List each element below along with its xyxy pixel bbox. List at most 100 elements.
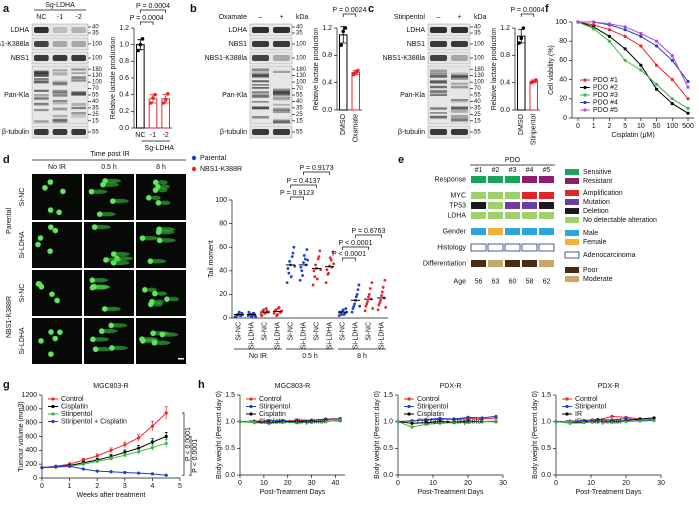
band — [273, 41, 290, 47]
legend-label: PDO #3 — [593, 92, 618, 99]
significance-bracket — [520, 13, 535, 17]
y-tick-label: 200 — [25, 461, 37, 468]
data-point — [670, 102, 674, 106]
data-point — [286, 267, 290, 270]
band — [34, 27, 49, 33]
band — [451, 76, 468, 80]
x-tick-label: -2 — [163, 132, 169, 139]
kda-label: 55 — [474, 130, 481, 136]
data-point — [109, 448, 113, 452]
comet-head — [100, 181, 106, 188]
data-point — [639, 68, 643, 72]
bar — [351, 71, 360, 111]
data-point — [410, 425, 414, 429]
comet-head — [152, 179, 159, 186]
y-tick-label: 800 — [25, 420, 37, 427]
series-line — [556, 417, 655, 423]
legend-label: Resistant — [583, 178, 612, 185]
comet-head — [159, 331, 166, 338]
x-tick-label: Si-LDHA — [378, 322, 385, 350]
legend-marker — [565, 404, 569, 409]
band — [430, 81, 447, 84]
x-tick-label: Si-NC — [287, 322, 294, 341]
heatmap-cell — [539, 176, 554, 183]
heatmap-cell — [521, 243, 538, 252]
x-tick-label: 4 — [150, 483, 154, 490]
data-point — [686, 106, 690, 110]
band — [430, 107, 447, 110]
kda-label: 40 — [92, 25, 99, 31]
comet-head — [98, 328, 105, 334]
kda-label: 25 — [474, 112, 481, 118]
comet-head — [152, 290, 158, 297]
data-point — [344, 307, 348, 310]
heatmap-title: PDO — [505, 157, 521, 164]
heatmap-row-label: Response — [434, 176, 466, 183]
band — [52, 129, 68, 135]
grid-row-label: Si-NC — [19, 188, 26, 207]
kda-label: 35 — [474, 105, 481, 111]
data-point — [234, 315, 238, 319]
data-point — [341, 308, 345, 312]
x-tick-label: NC — [135, 132, 145, 139]
panel-label: d — [3, 154, 10, 166]
annotation: P = 0.0004 — [511, 7, 545, 14]
grid-group-label: Parental — [6, 208, 13, 235]
band — [451, 85, 468, 89]
kda-label: 100 — [92, 80, 103, 86]
band — [34, 102, 49, 105]
kda-label: 55 — [474, 93, 481, 99]
y-axis-label: Relative lactate production — [110, 37, 117, 120]
grid-column-label: No IR — [48, 164, 66, 171]
heatmap-cell — [505, 176, 520, 183]
comet-head — [155, 199, 162, 206]
data-point — [624, 420, 628, 424]
lane-label: NC — [36, 14, 46, 21]
heatmap-column: #1 — [475, 167, 483, 174]
series-line — [578, 21, 689, 82]
band — [451, 72, 468, 75]
significance-bracket — [189, 436, 192, 476]
annotation: P < 0.0001 — [192, 439, 199, 473]
legend-swatch — [565, 190, 579, 196]
blot-row-label: β-tubulin — [2, 129, 29, 136]
band — [71, 112, 86, 116]
data-point — [123, 453, 127, 457]
legend-marker — [191, 166, 197, 172]
panel-label: b — [190, 3, 197, 15]
data-point — [312, 269, 316, 273]
band — [273, 129, 290, 135]
data-point — [262, 308, 265, 312]
band — [52, 41, 68, 47]
data-point — [137, 436, 141, 440]
data-point — [396, 420, 400, 424]
series-line — [577, 21, 689, 114]
band — [71, 112, 86, 114]
data-point — [40, 466, 44, 470]
band — [71, 102, 86, 107]
kda-label: 180 — [296, 67, 307, 73]
grid-column-label: 8 h — [156, 164, 166, 171]
series-line — [41, 436, 167, 469]
x-tick-label: Stiripentol — [531, 114, 538, 146]
kda-label: 100 — [474, 80, 485, 86]
legend-swatch — [565, 267, 579, 273]
data-point — [670, 78, 674, 82]
data-point — [607, 28, 612, 32]
data-point — [353, 302, 356, 306]
legend-marker — [565, 412, 569, 416]
band — [71, 76, 86, 80]
bar — [136, 44, 145, 129]
y-axis-label: Relative lactate production — [313, 28, 320, 111]
band — [252, 129, 269, 135]
band — [252, 74, 269, 78]
kda-label: 15 — [296, 118, 303, 124]
legend-label: PDO #5 — [593, 107, 618, 114]
data-point — [438, 416, 442, 421]
data-point — [623, 58, 627, 63]
data-point — [254, 315, 258, 319]
data-point — [327, 271, 330, 275]
x-tick-label: 20 — [284, 480, 292, 487]
heatmap-cell — [488, 202, 503, 209]
legend-label: Cisplatin + Stiripentol — [417, 418, 483, 425]
